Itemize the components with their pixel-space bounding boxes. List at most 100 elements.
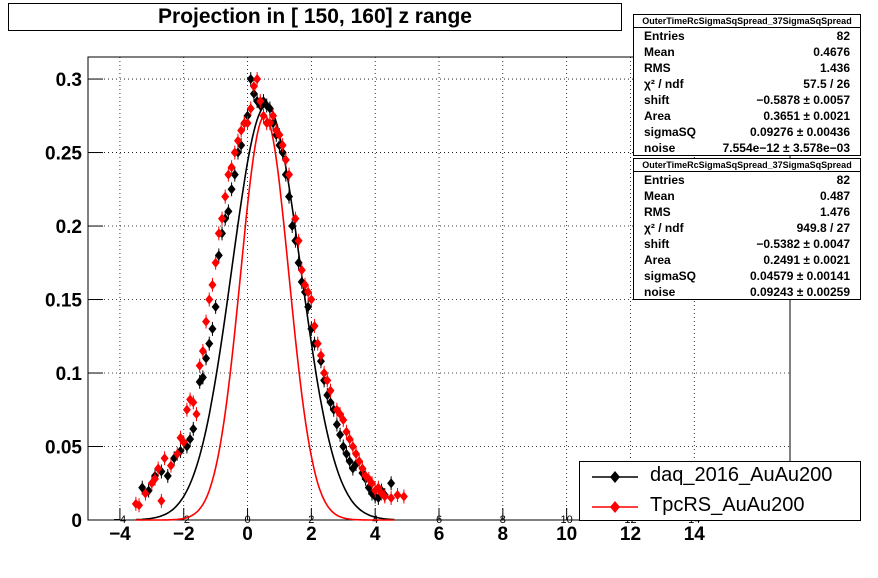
data-point [393, 490, 402, 501]
data-point [246, 103, 255, 114]
data-point [278, 140, 287, 151]
x-tick-label-small: 0 [244, 514, 250, 526]
stats-value: 949.8 / 27 [796, 221, 850, 235]
x-tick-label-small: −4 [114, 514, 127, 526]
data-point [249, 88, 258, 99]
stats-row: Mean 0.4676 [634, 44, 860, 60]
data-point [399, 491, 408, 502]
data-point [300, 279, 309, 290]
stats-value: 0.487 [819, 189, 850, 203]
data-point [246, 74, 255, 85]
data-point [367, 478, 376, 489]
stats-value: 7.554e−12 ± 3.578e−03 [722, 141, 850, 155]
y-tick-label: 0.25 [45, 144, 82, 165]
data-point [243, 118, 252, 129]
data-point [224, 169, 233, 180]
data-point [285, 191, 294, 202]
stats-value: 0.4676 [813, 45, 850, 59]
stats-key: RMS [644, 61, 671, 75]
data-point [230, 169, 239, 180]
data-point [304, 287, 313, 298]
data-point [237, 125, 246, 136]
data-point [275, 129, 284, 140]
data-point [345, 456, 354, 467]
data-point [265, 103, 274, 114]
x-tick-label-small: 6 [436, 514, 442, 526]
data-point [163, 470, 172, 481]
data-point [198, 345, 207, 356]
x-tick-label: 14 [684, 524, 706, 545]
data-point [358, 463, 367, 474]
data-point [380, 491, 389, 502]
data-point [320, 368, 329, 379]
data-point [214, 228, 223, 239]
data-point [352, 448, 361, 459]
data-point [135, 500, 144, 511]
stats-key: shift [644, 93, 670, 107]
stats-row: χ² / ndf 949.8 / 27 [634, 220, 860, 236]
stats-value: 0.09276 ± 0.00436 [749, 125, 850, 139]
data-point [202, 353, 211, 364]
x-tick-label-small: 8 [500, 514, 506, 526]
data-point [205, 294, 214, 305]
data-point [313, 338, 322, 349]
data-point [173, 448, 182, 459]
data-point [154, 463, 163, 474]
x-tick-label: 4 [370, 524, 381, 545]
stats-key: Mean [644, 45, 675, 59]
stats-value: 82 [836, 29, 850, 43]
data-point [224, 206, 233, 217]
data-point [278, 147, 287, 158]
stats-key: Entries [644, 173, 685, 187]
data-point [297, 265, 306, 276]
stats-key: shift [644, 237, 670, 251]
stats-row: Entries 82 [634, 28, 860, 44]
stats-key: Entries [644, 29, 685, 43]
data-point [214, 250, 223, 261]
data-point [189, 423, 198, 434]
legend-entry-daq: daq_2016_AuAu200 [580, 462, 860, 492]
legend-marker-daq [592, 471, 638, 483]
stats-value: 1.476 [819, 205, 850, 219]
data-point [230, 147, 239, 158]
x-tick-label: 12 [620, 524, 641, 545]
data-point [186, 434, 195, 445]
y-tick-label: 0.15 [45, 291, 82, 312]
stats-key: noise [644, 141, 676, 155]
data-point [157, 495, 166, 506]
stats-value: 0.09243 ± 0.00259 [749, 285, 850, 299]
y-tick-label: 0.05 [45, 438, 82, 459]
x-tick-label: 8 [498, 524, 509, 545]
stats-value: −0.5878 ± 0.0057 [756, 93, 850, 107]
data-point [189, 397, 198, 408]
stats-value: 57.5 / 26 [803, 77, 850, 91]
stats-row: shift −0.5878 ± 0.0057 [634, 92, 860, 108]
stats-row: sigmaSQ 0.04579 ± 0.00141 [634, 268, 860, 284]
stats-key: Area [644, 109, 671, 123]
data-point [323, 375, 332, 386]
x-tick-label-small: 10 [561, 514, 573, 526]
x-tick-label: 10 [556, 524, 577, 545]
data-point [294, 235, 303, 246]
stats-key: sigmaSQ [644, 125, 697, 139]
data-point [182, 404, 191, 415]
stats-key: Mean [644, 189, 675, 203]
x-tick-label: 0 [242, 524, 253, 545]
stats-value: 0.04579 ± 0.00141 [749, 269, 850, 283]
legend: daq_2016_AuAu200 TpcRS_AuAu200 [579, 461, 861, 521]
x-tick-label: −4 [109, 524, 131, 545]
stats-key: Area [644, 253, 671, 267]
legend-label-daq: daq_2016_AuAu200 [650, 464, 833, 486]
stats-value: 0.2491 ± 0.0021 [763, 253, 850, 267]
stats-key: RMS [644, 205, 671, 219]
data-point [256, 96, 265, 107]
stats-key: χ² / ndf [644, 221, 684, 235]
data-point [211, 257, 220, 268]
data-point [332, 419, 341, 430]
stats-row: noise 0.09243 ± 0.00259 [634, 284, 860, 300]
data-point [141, 488, 150, 499]
stats-row: Area 0.3651 ± 0.0021 [634, 108, 860, 124]
data-point [342, 448, 351, 459]
data-point [316, 350, 325, 361]
stats-value: −0.5382 ± 0.0047 [756, 237, 850, 251]
